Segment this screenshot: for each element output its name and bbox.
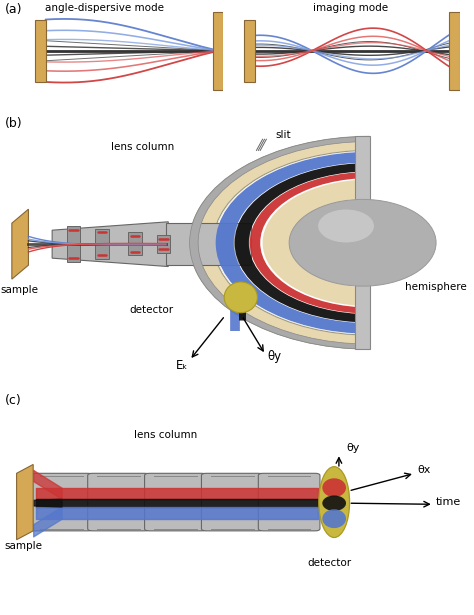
Text: slit: slit: [276, 130, 292, 140]
Polygon shape: [166, 223, 251, 265]
Wedge shape: [263, 180, 370, 306]
Ellipse shape: [224, 282, 257, 312]
Bar: [213, 12, 223, 90]
Text: Eₖ: Eₖ: [175, 359, 188, 371]
Polygon shape: [67, 226, 80, 261]
Text: (c): (c): [5, 394, 21, 407]
Text: (b): (b): [5, 117, 22, 130]
Circle shape: [289, 199, 436, 286]
Text: θy: θy: [346, 443, 359, 453]
Circle shape: [318, 210, 374, 242]
FancyBboxPatch shape: [201, 474, 263, 531]
FancyBboxPatch shape: [31, 474, 92, 531]
Text: detector: detector: [307, 558, 352, 568]
Text: time: time: [436, 497, 461, 507]
Ellipse shape: [322, 478, 346, 497]
Text: θy: θy: [268, 351, 282, 363]
Bar: [449, 12, 460, 90]
FancyBboxPatch shape: [145, 474, 206, 531]
Bar: [355, 137, 370, 349]
Polygon shape: [17, 464, 33, 540]
Polygon shape: [95, 229, 109, 259]
Text: imaging mode: imaging mode: [313, 3, 388, 13]
Polygon shape: [12, 209, 28, 279]
Ellipse shape: [319, 467, 350, 538]
Text: detector: detector: [129, 304, 174, 315]
Polygon shape: [52, 222, 168, 266]
Bar: [244, 20, 255, 82]
Wedge shape: [216, 152, 370, 334]
Text: hemisphere: hemisphere: [405, 282, 467, 292]
FancyBboxPatch shape: [258, 474, 320, 531]
Text: sample: sample: [1, 285, 39, 295]
Text: θx: θx: [417, 466, 430, 475]
Text: angle-dispersive mode: angle-dispersive mode: [45, 3, 164, 13]
Text: lens column: lens column: [110, 143, 174, 153]
FancyBboxPatch shape: [88, 474, 149, 531]
Wedge shape: [190, 137, 370, 349]
Wedge shape: [214, 151, 370, 335]
Wedge shape: [250, 172, 370, 314]
Ellipse shape: [322, 496, 346, 511]
Ellipse shape: [322, 509, 346, 528]
Text: sample: sample: [5, 541, 43, 550]
Bar: [35, 20, 46, 82]
Wedge shape: [190, 137, 370, 349]
Polygon shape: [157, 235, 170, 253]
Text: lens column: lens column: [134, 430, 198, 440]
Polygon shape: [128, 232, 142, 255]
Wedge shape: [235, 163, 370, 322]
Text: (a): (a): [5, 3, 22, 16]
